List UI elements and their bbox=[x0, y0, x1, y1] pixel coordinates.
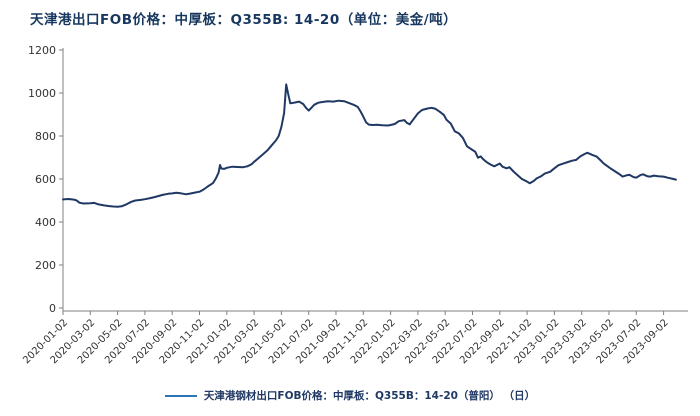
y-tick-label: 1000 bbox=[28, 87, 56, 100]
price-line-chart: 0200400600800100012002020-01-022020-03-0… bbox=[21, 44, 688, 366]
y-tick-label: 1200 bbox=[28, 44, 56, 57]
y-tick-label: 800 bbox=[35, 130, 56, 143]
y-tick-label: 400 bbox=[35, 216, 56, 229]
y-tick-label: 200 bbox=[35, 259, 56, 272]
legend-series-label: 天津港钢材出口FOB价格：中厚板：Q355B：14-20（普阳） （日） bbox=[203, 390, 536, 402]
price-series-line bbox=[62, 83, 677, 208]
legend-line-marker bbox=[164, 394, 197, 397]
chart-legend: 天津港钢材出口FOB价格：中厚板：Q355B：14-20（普阳） （日） bbox=[0, 388, 700, 403]
y-tick-label: 600 bbox=[35, 173, 56, 186]
y-tick-label: 0 bbox=[49, 302, 56, 315]
chart-title: 天津港出口FOB价格：中厚板：Q355B: 14-20（单位：美金/吨） bbox=[30, 12, 458, 28]
